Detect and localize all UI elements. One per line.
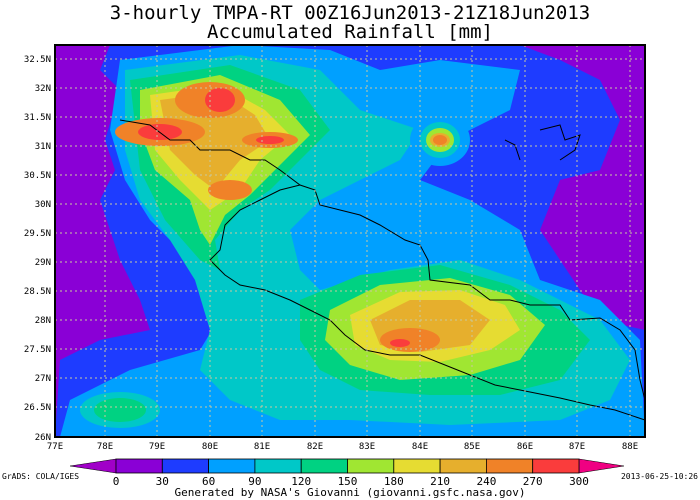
- lat-tick: 28N: [35, 316, 51, 326]
- lon-tick: 86E: [517, 442, 533, 452]
- lat-tick: 29.5N: [24, 229, 51, 239]
- lat-tick: 28.5N: [24, 287, 51, 297]
- lat-tick: 30N: [35, 200, 51, 210]
- map-subtitle: Accumulated Rainfall [mm]: [207, 21, 493, 43]
- colorbar-label: 150: [338, 475, 358, 488]
- colorbar-swatch: [115, 458, 163, 474]
- lat-tick: 31.5N: [24, 113, 51, 123]
- lon-axis: 77E 78E 79E 80E 81E 82E 83E 84E 85E 86E …: [47, 442, 638, 452]
- colorbar-swatch: [161, 458, 210, 474]
- map-frame: [54, 44, 646, 438]
- colorbar-label: 270: [523, 475, 543, 488]
- timestamp: 2013-06-25-10:26: [620, 472, 698, 481]
- lon-tick: 84E: [412, 442, 428, 452]
- lat-tick: 27.5N: [24, 345, 51, 355]
- lat-tick: 31N: [35, 142, 51, 152]
- lon-tick: 79E: [149, 442, 165, 452]
- colorbar-swatch: [254, 458, 302, 474]
- colorbar-label: 30: [156, 475, 169, 488]
- lon-tick: 82E: [307, 442, 323, 452]
- lat-tick: 26.5N: [24, 403, 51, 413]
- colorbar-label: 210: [430, 475, 450, 488]
- lon-tick: 85E: [464, 442, 480, 452]
- giovanni-credit: Generated by NASA's Giovanni (giovanni.g…: [174, 486, 526, 499]
- colorbar-above-arrow: [578, 458, 625, 474]
- lon-tick: 77E: [47, 442, 63, 452]
- lat-axis: 32.5N 32N 31.5N 31N 30.5N 30N 29.5N 29N …: [24, 55, 51, 443]
- lat-tick: 27N: [35, 374, 51, 384]
- lat-tick: 29N: [35, 258, 51, 268]
- colorbar-swatch: [439, 458, 487, 474]
- colorbar-below-arrow: [69, 458, 117, 474]
- gridlines: [55, 45, 645, 437]
- colorbar-swatch: [485, 458, 534, 474]
- rainfall-field: [55, 45, 645, 437]
- colorbar-label: 90: [248, 475, 261, 488]
- colorbar-label: 180: [384, 475, 404, 488]
- colorbar-swatch: [300, 458, 348, 474]
- lat-tick: 26N: [35, 433, 51, 443]
- colorbar-label: 60: [202, 475, 215, 488]
- lon-tick: 87E: [569, 442, 585, 452]
- colorbar-label: 120: [291, 475, 311, 488]
- lat-tick: 30.5N: [24, 171, 51, 181]
- lat-tick: 32.5N: [24, 55, 51, 65]
- colorbar-swatch: [347, 458, 395, 474]
- lon-tick: 81E: [254, 442, 270, 452]
- lat-tick: 32N: [35, 84, 51, 94]
- grads-credit: GrADS: COLA/IGES: [2, 472, 80, 481]
- lon-tick: 88E: [622, 442, 638, 452]
- colorbar-label: 240: [476, 475, 496, 488]
- lon-tick: 80E: [202, 442, 218, 452]
- colorbar-swatch: [532, 458, 580, 474]
- lon-tick: 78E: [97, 442, 113, 452]
- colorbar: 0 30 60 90 120 150 180 210 240 270 300: [69, 458, 625, 488]
- map-title: 3-hourly TMPA-RT 00Z16Jun2013-21Z18Jun20…: [109, 2, 591, 24]
- colorbar-label: 0: [113, 475, 120, 488]
- colorbar-swatch: [393, 458, 441, 474]
- colorbar-label: 300: [569, 475, 589, 488]
- colorbar-swatch: [208, 458, 256, 474]
- lon-tick: 83E: [359, 442, 375, 452]
